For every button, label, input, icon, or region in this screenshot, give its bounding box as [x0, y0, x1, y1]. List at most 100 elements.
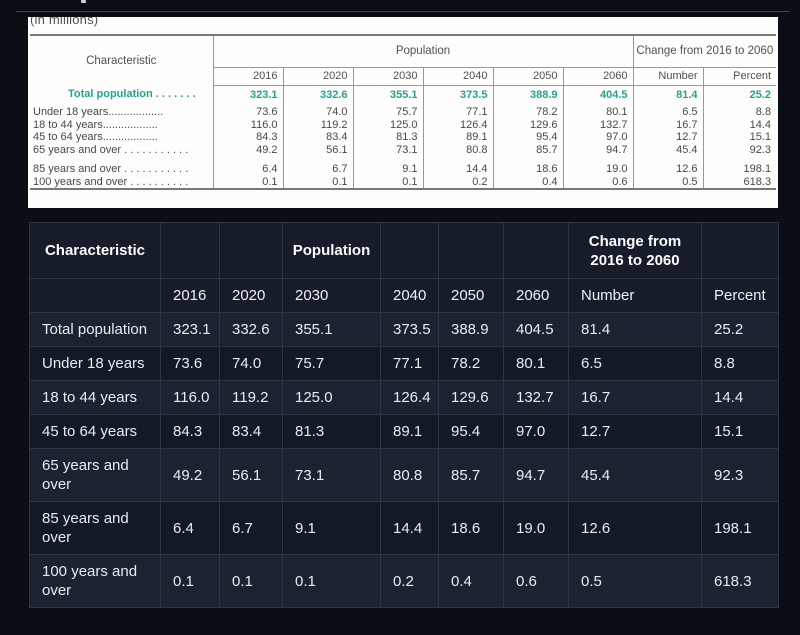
source-data-row: Total population . . . . . . .323.1332.6…: [30, 85, 776, 106]
dark-row-label: 85 years and over: [30, 502, 161, 555]
dark-cell: 126.4: [381, 381, 439, 415]
source-row-label: Under 18 years..................: [30, 106, 213, 119]
dark-row-label: 65 years and over: [30, 449, 161, 502]
dark-cell: 19.0: [504, 502, 569, 555]
source-cell: 6.7: [283, 163, 353, 176]
dark-cell: 116.0: [161, 381, 220, 415]
source-cell: 323.1: [213, 85, 283, 106]
dark-cell: 14.4: [381, 502, 439, 555]
dark-cell: 0.5: [569, 555, 702, 608]
dark-cell: 16.7: [569, 381, 702, 415]
dark-cell: 119.2: [220, 381, 283, 415]
dark-header-cell: 2050: [439, 279, 504, 313]
dark-cell: 80.8: [381, 449, 439, 502]
source-header-top-row: Characteristic Population Change from 20…: [30, 35, 776, 67]
dark-header-row-2: 201620202030204020502060NumberPercent: [30, 279, 779, 313]
dark-cell: 77.1: [381, 347, 439, 381]
source-cell: 198.1: [703, 163, 776, 176]
source-col-header: Number: [633, 67, 703, 85]
dark-cell: 132.7: [504, 381, 569, 415]
source-cell: 116.0: [213, 119, 283, 132]
dark-header-row-1: CharacteristicPopulationChange from 2016…: [30, 223, 779, 279]
dark-data-row: 45 to 64 years84.383.481.389.195.497.012…: [30, 415, 779, 449]
dark-cell: 94.7: [504, 449, 569, 502]
source-cell: 73.6: [213, 106, 283, 119]
source-data-row: 85 years and over . . . . . . . . . . .6…: [30, 163, 776, 176]
dark-cell: 125.0: [283, 381, 381, 415]
source-cell: 56.1: [283, 144, 353, 157]
dark-cell: 49.2: [161, 449, 220, 502]
source-row-label: 18 to 44 years..................: [30, 119, 213, 132]
dark-cell: 81.4: [569, 313, 702, 347]
source-cell: 83.4: [283, 131, 353, 144]
source-cell: 74.0: [283, 106, 353, 119]
dark-header-cell: [439, 223, 504, 279]
dark-header-cell: [161, 223, 220, 279]
source-cell: 81.3: [353, 131, 423, 144]
dark-cell: 12.6: [569, 502, 702, 555]
dark-cell: 78.2: [439, 347, 504, 381]
dark-cell: 0.1: [283, 555, 381, 608]
source-col-header-change: Change from 2016 to 2060: [633, 35, 776, 67]
source-cell: [353, 156, 423, 163]
source-cell: 6.4: [213, 163, 283, 176]
source-cell: 9.1: [353, 163, 423, 176]
source-cell: 81.4: [633, 85, 703, 106]
dark-cell: 80.1: [504, 347, 569, 381]
dark-cell: 0.1: [220, 555, 283, 608]
dark-cell: 9.1: [283, 502, 381, 555]
source-cell: 97.0: [563, 131, 633, 144]
dark-header-cell: 2030: [283, 279, 381, 313]
dark-cell: 6.7: [220, 502, 283, 555]
source-cell: 132.7: [563, 119, 633, 132]
dark-cell: 355.1: [283, 313, 381, 347]
source-cell: 0.1: [353, 176, 423, 190]
dark-header-cell: [504, 223, 569, 279]
dark-cell: 56.1: [220, 449, 283, 502]
source-cell: 0.2: [423, 176, 493, 190]
source-row-label: 65 years and over . . . . . . . . . . .: [30, 144, 213, 157]
source-cell: 332.6: [283, 85, 353, 106]
dark-cell: 323.1: [161, 313, 220, 347]
dark-cell: 73.6: [161, 347, 220, 381]
source-cell: 45.4: [633, 144, 703, 157]
dark-cell: 12.7: [569, 415, 702, 449]
source-cell: 388.9: [493, 85, 563, 106]
dark-cell: 18.6: [439, 502, 504, 555]
dark-header-cell: Number: [569, 279, 702, 313]
dark-cell: 73.1: [283, 449, 381, 502]
dark-cell: 25.2: [702, 313, 779, 347]
source-cell: 19.0: [563, 163, 633, 176]
source-cell: 618.3: [703, 176, 776, 190]
dark-cell: 45.4: [569, 449, 702, 502]
source-cell: [493, 156, 563, 163]
top-divider: [16, 11, 790, 12]
source-cell: 85.7: [493, 144, 563, 157]
dark-row-label: 45 to 64 years: [30, 415, 161, 449]
source-cell: [283, 156, 353, 163]
source-cell: 78.2: [493, 106, 563, 119]
dark-row-label: 100 years and over: [30, 555, 161, 608]
dark-cell: 8.8: [702, 347, 779, 381]
dark-cell: 0.6: [504, 555, 569, 608]
source-cell: 92.3: [703, 144, 776, 157]
dark-cell: 85.7: [439, 449, 504, 502]
source-col-header: 2030: [353, 67, 423, 85]
source-row-label: [30, 156, 213, 163]
dark-cell: 373.5: [381, 313, 439, 347]
dark-cell: 89.1: [381, 415, 439, 449]
source-cell: 125.0: [353, 119, 423, 132]
source-cell: 8.8: [703, 106, 776, 119]
dark-header-cell: Percent: [702, 279, 779, 313]
source-col-header: 2020: [283, 67, 353, 85]
dark-cell: 14.4: [702, 381, 779, 415]
dark-cell: 83.4: [220, 415, 283, 449]
source-cell: 0.1: [283, 176, 353, 190]
dark-cell: 0.1: [161, 555, 220, 608]
dark-cell: 0.2: [381, 555, 439, 608]
source-data-row: 45 to 64 years..................84.383.4…: [30, 131, 776, 144]
source-cell: 94.7: [563, 144, 633, 157]
recreated-table: CharacteristicPopulationChange from 2016…: [29, 222, 779, 608]
source-cell: 404.5: [563, 85, 633, 106]
source-cell: 14.4: [423, 163, 493, 176]
